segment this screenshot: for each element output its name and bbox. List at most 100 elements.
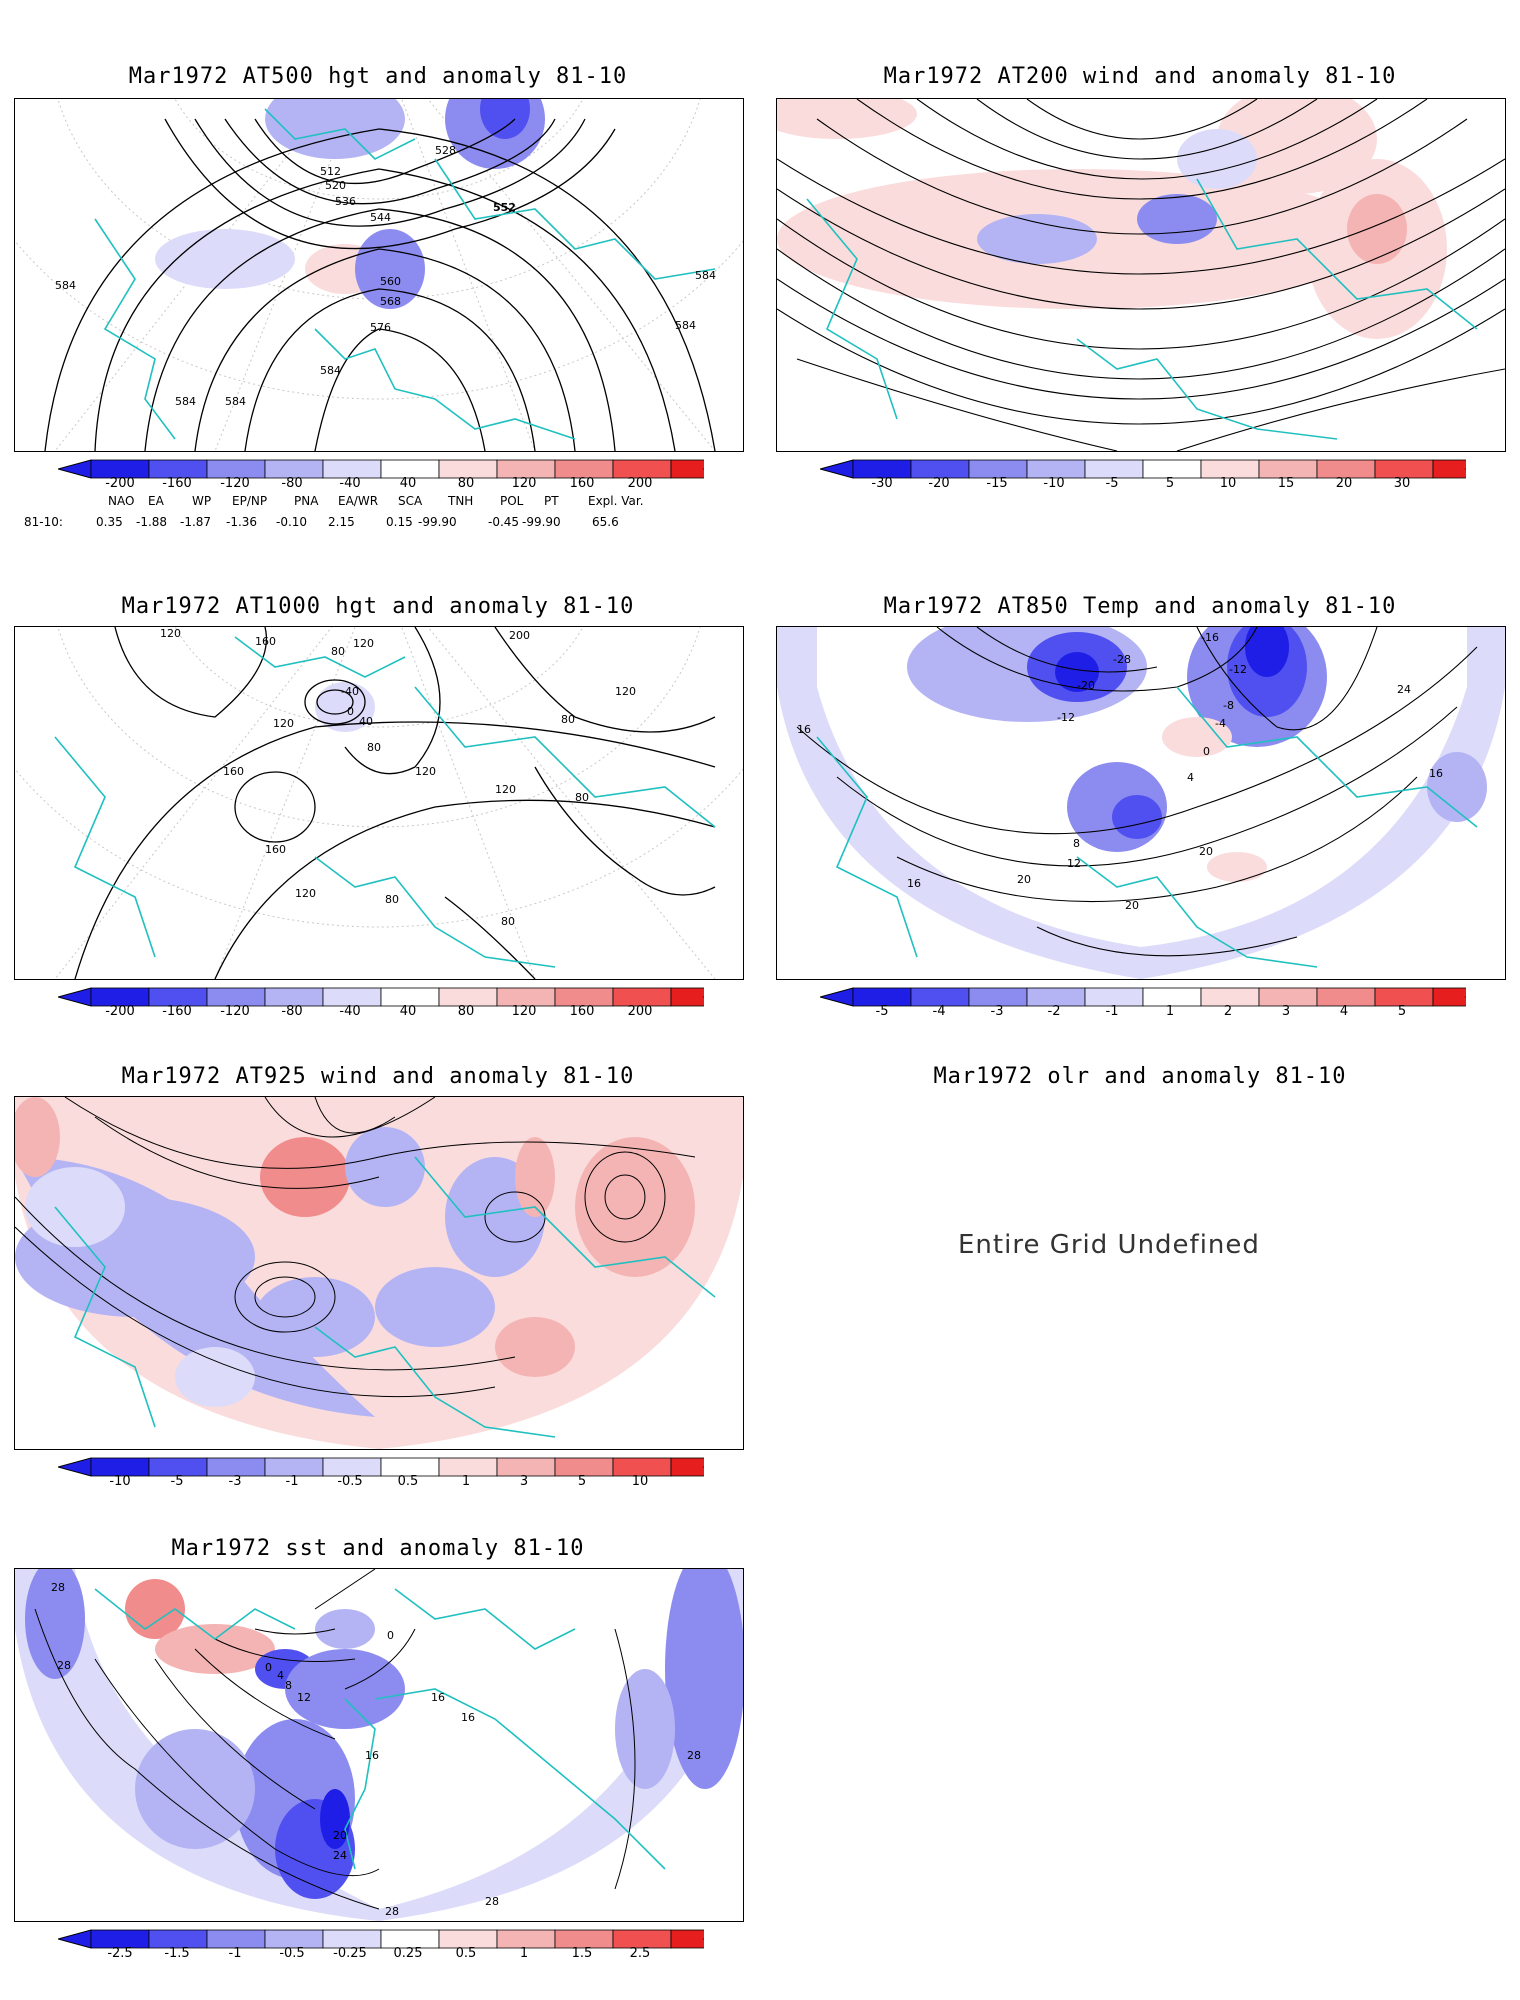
contour-label: 0	[265, 1661, 272, 1674]
tick-label: -1	[228, 1946, 242, 1961]
colorbar-ticks-500hgt: -200 -160 -120 -80 -40 40 80 120 160 200	[58, 476, 704, 492]
tick-label: 0.5	[455, 1946, 477, 1961]
contour-label: 16	[1429, 767, 1443, 780]
contour-label: 20	[1199, 845, 1213, 858]
contour-label: 544	[370, 211, 391, 224]
contour-label: 16	[797, 723, 811, 736]
contour-label: -40	[341, 685, 359, 698]
contour-label: 12	[1067, 857, 1081, 870]
contour-label: -20	[1077, 679, 1095, 692]
colorbar-swatches	[58, 1929, 704, 1949]
contour-label: 120	[615, 685, 636, 698]
tick-label: -40	[339, 1004, 361, 1019]
tick-label: -120	[220, 1004, 250, 1019]
tick-label: 2	[1223, 1004, 1233, 1019]
tick-label: 30	[1393, 476, 1411, 491]
contour-label: 584	[695, 269, 716, 282]
tick-label: -3	[228, 1474, 242, 1489]
contour-label: -16	[1201, 631, 1219, 644]
contour-label: -8	[1223, 699, 1234, 712]
tick-label: -30	[871, 476, 893, 491]
tick-label: 4	[1339, 1004, 1349, 1019]
contour-label: 80	[575, 791, 589, 804]
contour-label: 584	[225, 395, 246, 408]
index-value: -99.90	[418, 515, 457, 529]
tick-label: 15	[1277, 476, 1295, 491]
colorbar-swatches	[58, 987, 704, 1007]
contour-label: 536	[335, 195, 356, 208]
tick-label: 3	[1281, 1004, 1291, 1019]
colorbar-925wind	[58, 1456, 704, 1478]
colorbar-swatches	[58, 459, 704, 479]
contour-label: 120	[273, 717, 294, 730]
contour-label: 0	[1203, 745, 1210, 758]
colorbar-500hgt	[58, 458, 704, 480]
contour-label: 160	[223, 765, 244, 778]
tick-label: -40	[339, 476, 361, 491]
tick-label: 40	[399, 1004, 417, 1019]
contour-label: 16	[461, 1711, 475, 1724]
index-name: PT	[544, 494, 559, 508]
tick-label: 1	[461, 1474, 471, 1489]
contour-label: 80	[561, 713, 575, 726]
colorbar-swatches	[820, 987, 1466, 1007]
index-name: SCA	[398, 494, 423, 508]
colorbar-850temp	[820, 986, 1466, 1008]
contour-label: 20	[333, 1829, 347, 1842]
contour-label: 560	[380, 275, 401, 288]
colorbar-sst	[58, 1928, 704, 1950]
contour-label: 80	[367, 741, 381, 754]
index-value: -99.90	[522, 515, 561, 529]
contour-label: 80	[501, 915, 515, 928]
colorbar-ticks-sst: -2.5 -1.5 -1 -0.5 -0.25 0.25 0.5 1 1.5 2…	[58, 1946, 704, 1962]
tick-label: -20	[928, 476, 950, 491]
colorbar-1000hgt	[58, 986, 704, 1008]
contour-label: 80	[385, 893, 399, 906]
index-value: -1.36	[226, 515, 258, 529]
undefined-grid-message: Entire Grid Undefined	[958, 1230, 1260, 1260]
tick-label: -160	[162, 1004, 192, 1019]
tick-label: -200	[105, 476, 135, 491]
panel-title-925wind: Mar1972 AT925 wind and anomaly 81-10	[121, 1064, 635, 1089]
tick-label: 200	[627, 476, 653, 491]
tick-label: 160	[569, 1004, 595, 1019]
contour-label: 4	[1187, 771, 1194, 784]
tick-label: 5	[577, 1474, 587, 1489]
contour-label: 120	[295, 887, 316, 900]
contour-label: 16	[431, 1691, 445, 1704]
tick-label: -1	[1105, 1004, 1119, 1019]
colorbar-swatch	[670, 459, 704, 479]
tick-label: 5	[1397, 1004, 1407, 1019]
contour-label: -4	[1215, 717, 1226, 730]
colorbar-swatch	[670, 1457, 704, 1477]
contour-label: 4	[277, 1669, 284, 1682]
tick-label: -10	[1043, 476, 1065, 491]
index-name: PNA	[294, 494, 319, 508]
contour-label: 120	[415, 765, 436, 778]
tick-label: -10	[109, 1474, 131, 1489]
contour-label: 528	[435, 144, 456, 157]
tick-label: -80	[281, 1004, 303, 1019]
tick-label: -160	[162, 476, 192, 491]
index-name: Expl. Var.	[588, 494, 644, 508]
tick-label: 10	[631, 1474, 649, 1489]
contour-label: 28	[57, 1659, 71, 1672]
tick-label: -2.5	[107, 1946, 133, 1961]
colorbar-swatch	[670, 987, 704, 1007]
index-value: 2.15	[328, 515, 355, 529]
index-row-label: 81-10:	[24, 515, 63, 529]
contour-label: 80	[331, 645, 345, 658]
contour-label: 40	[359, 715, 373, 728]
colorbar-ticks-925wind: -10 -5 -3 -1 -0.5 0.5 1 3 5 10	[58, 1474, 704, 1490]
colorbar-200wind	[820, 458, 1466, 480]
index-name: EA	[148, 494, 164, 508]
tick-label: -0.25	[333, 1946, 367, 1961]
tick-label: 80	[457, 1004, 475, 1019]
tick-label: -120	[220, 476, 250, 491]
map-925wind	[15, 1097, 743, 1449]
index-value: -1.88	[136, 515, 168, 529]
tick-label: 20	[1335, 476, 1353, 491]
map-panel-sst: 28 28 0 0 4 8 12 16 20 24 28 28 28 16 16	[14, 1568, 744, 1922]
colorbar-swatch	[670, 1929, 704, 1949]
tick-label: -1	[285, 1474, 299, 1489]
